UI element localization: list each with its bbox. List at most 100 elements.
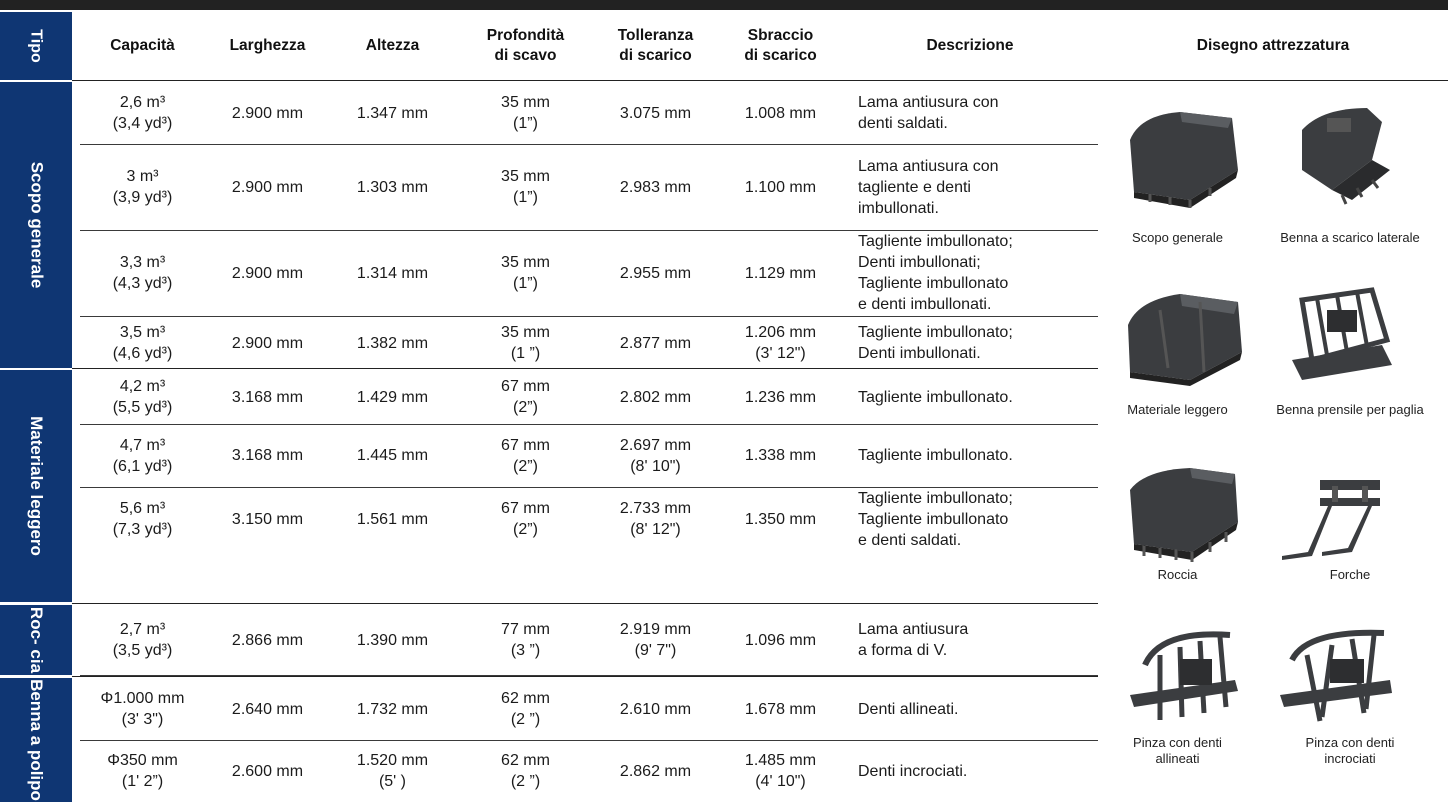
cell-larghezza: 2.600 mm bbox=[231, 762, 304, 780]
cell-larghezza: 3.168 mm bbox=[231, 388, 304, 406]
row-divider bbox=[80, 144, 1098, 145]
cell-altezza: 1.732 mm bbox=[356, 700, 429, 718]
header-altezza: Altezza bbox=[365, 37, 420, 54]
cell-altezza: 1.445 mm bbox=[356, 447, 429, 464]
cell-profondita: 67 mm (2”) bbox=[501, 436, 550, 475]
cell-descrizione: Tagliente imbullonato; Denti imbullonati… bbox=[858, 324, 1013, 362]
row-divider bbox=[80, 424, 1098, 425]
row-divider bbox=[80, 740, 1098, 741]
cell-descrizione: Denti incrociati. bbox=[858, 762, 968, 780]
cell-capacita: 2,6 m³ (3,4 yd³) bbox=[112, 94, 173, 132]
cell-sbraccio: 1.206 mm (3' 12") bbox=[744, 324, 817, 362]
cell-larghezza: 3.168 mm bbox=[231, 447, 304, 464]
cell-larghezza: 2.900 mm bbox=[231, 178, 304, 196]
header-sbraccio: Sbraccio di scarico bbox=[744, 27, 817, 64]
cell-sbraccio: 1.096 mm bbox=[744, 631, 817, 649]
cell-sbraccio: 1.008 mm bbox=[744, 104, 817, 122]
cell-descrizione: Lama antiusura a forma di V. bbox=[858, 621, 969, 659]
rock-bucket-icon bbox=[1120, 460, 1250, 575]
cell-larghezza: 2.900 mm bbox=[231, 264, 304, 282]
aligned-teeth-clamp-icon bbox=[1120, 625, 1250, 740]
header-profondita: Profondità di scavo bbox=[486, 27, 565, 64]
cell-capacita: Φ350 mm (1' 2”) bbox=[107, 752, 178, 790]
cell-sbraccio: 1.485 mm (4' 10") bbox=[744, 752, 817, 790]
group-divider bbox=[72, 368, 1098, 369]
cell-descrizione: Denti allineati. bbox=[858, 700, 959, 718]
row-divider bbox=[80, 675, 1098, 676]
tipo-header: Tipo bbox=[0, 12, 72, 80]
group-benna-a-polipo: Benna a polipo bbox=[0, 678, 72, 802]
group-scopo-generale: Scopo generale bbox=[0, 82, 72, 368]
cell-descrizione: Lama antiusura con denti saldati. bbox=[858, 94, 999, 132]
cell-capacita: 4,2 m³ (5,5 yd³) bbox=[112, 378, 173, 416]
cell-sbraccio: 1.678 mm bbox=[744, 700, 817, 718]
cell-tolleranza: 2.877 mm bbox=[619, 334, 692, 352]
cell-tolleranza: 2.983 mm bbox=[619, 178, 692, 196]
header-disegno: Disegno attrezzatura bbox=[1196, 37, 1350, 54]
attachment-label: Benna a scarico laterale bbox=[1280, 230, 1420, 245]
cell-descrizione: Tagliente imbullonato. bbox=[858, 388, 1013, 406]
cell-profondita: 35 mm (1”) bbox=[501, 254, 550, 292]
cell-altezza: 1.520 mm (5' ) bbox=[356, 752, 429, 790]
row-divider bbox=[80, 316, 1098, 317]
cell-larghezza: 2.866 mm bbox=[231, 631, 304, 649]
cell-descrizione: Lama antiusura con tagliente e denti imb… bbox=[858, 157, 999, 217]
group-divider bbox=[72, 603, 1098, 604]
cell-capacita: 3,5 m³ (4,6 yd³) bbox=[112, 324, 173, 362]
cell-descrizione: Tagliente imbullonato; Denti imbullonati… bbox=[858, 233, 1013, 313]
row-divider bbox=[80, 230, 1098, 231]
cell-profondita: 62 mm (2 ”) bbox=[501, 690, 550, 728]
cell-capacita: 4,7 m³ (6,1 yd³) bbox=[112, 436, 173, 475]
cell-larghezza: 3.150 mm bbox=[231, 510, 304, 528]
header-tolleranza: Tolleranza di scarico bbox=[617, 27, 694, 64]
cell-sbraccio: 1.100 mm bbox=[744, 178, 817, 196]
attachment-label: Pinza con denti allineati bbox=[1133, 735, 1222, 766]
attachment-label: Benna prensile per paglia bbox=[1276, 402, 1424, 417]
cell-altezza: 1.561 mm bbox=[356, 510, 429, 528]
cell-capacita: 5,6 m³ (7,3 yd³) bbox=[112, 500, 173, 538]
cell-tolleranza: 2.955 mm bbox=[619, 264, 692, 282]
cell-sbraccio: 1.129 mm bbox=[744, 264, 817, 282]
group-roccia: Roc- cia bbox=[0, 605, 72, 675]
cell-altezza: 1.347 mm bbox=[356, 104, 429, 122]
attachment-label: Forche bbox=[1329, 567, 1371, 582]
cell-capacita: 3 m³ (3,9 yd³) bbox=[112, 168, 173, 206]
cell-larghezza: 2.900 mm bbox=[231, 104, 304, 122]
cell-descrizione: Tagliente imbullonato. bbox=[858, 447, 1013, 464]
cell-profondita: 35 mm (1”) bbox=[501, 94, 550, 132]
cell-altezza: 1.303 mm bbox=[356, 178, 429, 196]
cell-profondita: 67 mm (2”) bbox=[501, 500, 550, 538]
cell-altezza: 1.390 mm bbox=[356, 631, 429, 649]
top-rule bbox=[0, 0, 1448, 10]
cell-profondita: 67 mm (2”) bbox=[501, 378, 550, 416]
cell-tolleranza: 2.697 mm (8' 10") bbox=[619, 436, 692, 475]
cell-capacita: 2,7 m³ (3,5 yd³) bbox=[112, 621, 173, 659]
cell-capacita: Φ1.000 mm (3' 3") bbox=[100, 690, 185, 728]
cell-tolleranza: 2.862 mm bbox=[619, 762, 692, 780]
cell-sbraccio: 1.338 mm bbox=[744, 447, 817, 464]
cell-profondita: 77 mm (3 ”) bbox=[501, 621, 550, 659]
header-larghezza: Larghezza bbox=[229, 37, 306, 54]
cell-tolleranza: 2.802 mm bbox=[619, 388, 692, 406]
attachment-label: Roccia bbox=[1157, 567, 1198, 582]
cell-sbraccio: 1.236 mm bbox=[744, 388, 817, 406]
attachment-label: Materiale leggero bbox=[1127, 402, 1228, 417]
cell-altezza: 1.314 mm bbox=[356, 264, 429, 282]
side-dump-bucket-icon bbox=[1272, 100, 1402, 215]
light-material-bucket-icon bbox=[1120, 280, 1250, 395]
cell-tolleranza: 2.733 mm (8' 12") bbox=[619, 500, 692, 538]
cell-altezza: 1.429 mm bbox=[356, 388, 429, 406]
cell-descrizione: Tagliente imbullonato; Tagliente imbullo… bbox=[858, 489, 1013, 549]
header-descrizione: Descrizione bbox=[926, 37, 1014, 54]
attachment-label: Pinza con denti incrociati bbox=[1305, 735, 1395, 766]
cell-capacita: 3,3 m³ (4,3 yd³) bbox=[112, 254, 173, 292]
forks-icon bbox=[1272, 460, 1402, 575]
row-divider bbox=[80, 487, 1098, 488]
group-materiale-leggero: Materiale leggero bbox=[0, 370, 72, 602]
attachment-label: Scopo generale bbox=[1131, 230, 1224, 245]
cell-profondita: 35 mm (1”) bbox=[501, 168, 550, 206]
general-bucket-icon bbox=[1120, 100, 1250, 215]
straw-grapple-icon bbox=[1272, 280, 1402, 395]
cell-larghezza: 2.900 mm bbox=[231, 334, 304, 352]
cell-tolleranza: 2.919 mm (9' 7") bbox=[619, 621, 692, 659]
